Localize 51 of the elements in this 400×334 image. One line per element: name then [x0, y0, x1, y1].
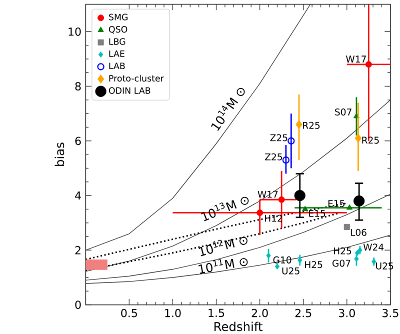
- annotation: H25: [305, 260, 322, 268]
- point: [354, 134, 362, 142]
- annotation: R25: [362, 136, 379, 144]
- legend-label: LBG: [109, 38, 126, 45]
- point: [278, 196, 285, 203]
- annotation: G07: [332, 260, 350, 267]
- x-axis-title: Redshift: [214, 322, 262, 331]
- x-tick-label: 0.5: [121, 308, 137, 318]
- point: [346, 204, 353, 210]
- point: [298, 257, 302, 264]
- x-tick-label: 1.0: [165, 308, 181, 318]
- annotation: 10$^{11}$M ⊙: [198, 258, 248, 274]
- annotation: Z25: [270, 134, 288, 142]
- x-tick-label: 1.5: [208, 308, 224, 317]
- point: [294, 190, 306, 201]
- legend-label: ODIN LAB: [108, 87, 150, 94]
- annotation: W24: [363, 243, 384, 250]
- x-tick-label: 2.5: [295, 308, 312, 318]
- annotation: E15: [328, 200, 344, 207]
- annotation: 10$^{14}$M ⊙: [211, 88, 245, 131]
- x-tick-label: 2.0: [252, 308, 268, 318]
- legend-label: LAB: [109, 62, 125, 69]
- point: [296, 120, 302, 129]
- point: [365, 60, 372, 68]
- legend-label: LAE: [109, 50, 124, 57]
- y-tick-label: 2: [75, 246, 80, 254]
- point: [256, 209, 264, 216]
- annotation: Z25: [265, 153, 282, 160]
- y-tick-label: 0: [75, 300, 81, 309]
- legend-label: QSO: [108, 26, 128, 34]
- annotation: U25: [282, 267, 300, 274]
- point: [355, 250, 360, 256]
- annotation: S07: [335, 108, 352, 116]
- point: [354, 195, 365, 206]
- y-axis-title: bias: [54, 142, 64, 166]
- annotation: L06: [350, 228, 366, 236]
- annotation: W17: [346, 56, 366, 62]
- point: [344, 224, 350, 230]
- legend-label: SMG: [109, 14, 128, 20]
- annotation: 10$^{13}$M ⊙: [201, 196, 249, 222]
- annotation: R25: [303, 122, 320, 129]
- legend-label: Proto-cluster: [109, 74, 164, 82]
- y-tick-label: 4: [75, 191, 81, 200]
- y-tick-label: 8: [75, 82, 81, 90]
- annotation: H25: [334, 247, 352, 254]
- x-tick-label: 3.5: [382, 308, 398, 318]
- x-tick-label: 3.0: [338, 308, 355, 318]
- y-tick-label: 6: [75, 136, 81, 145]
- point: [274, 263, 280, 270]
- y-tick-label: 10: [68, 27, 81, 36]
- point: [302, 206, 308, 211]
